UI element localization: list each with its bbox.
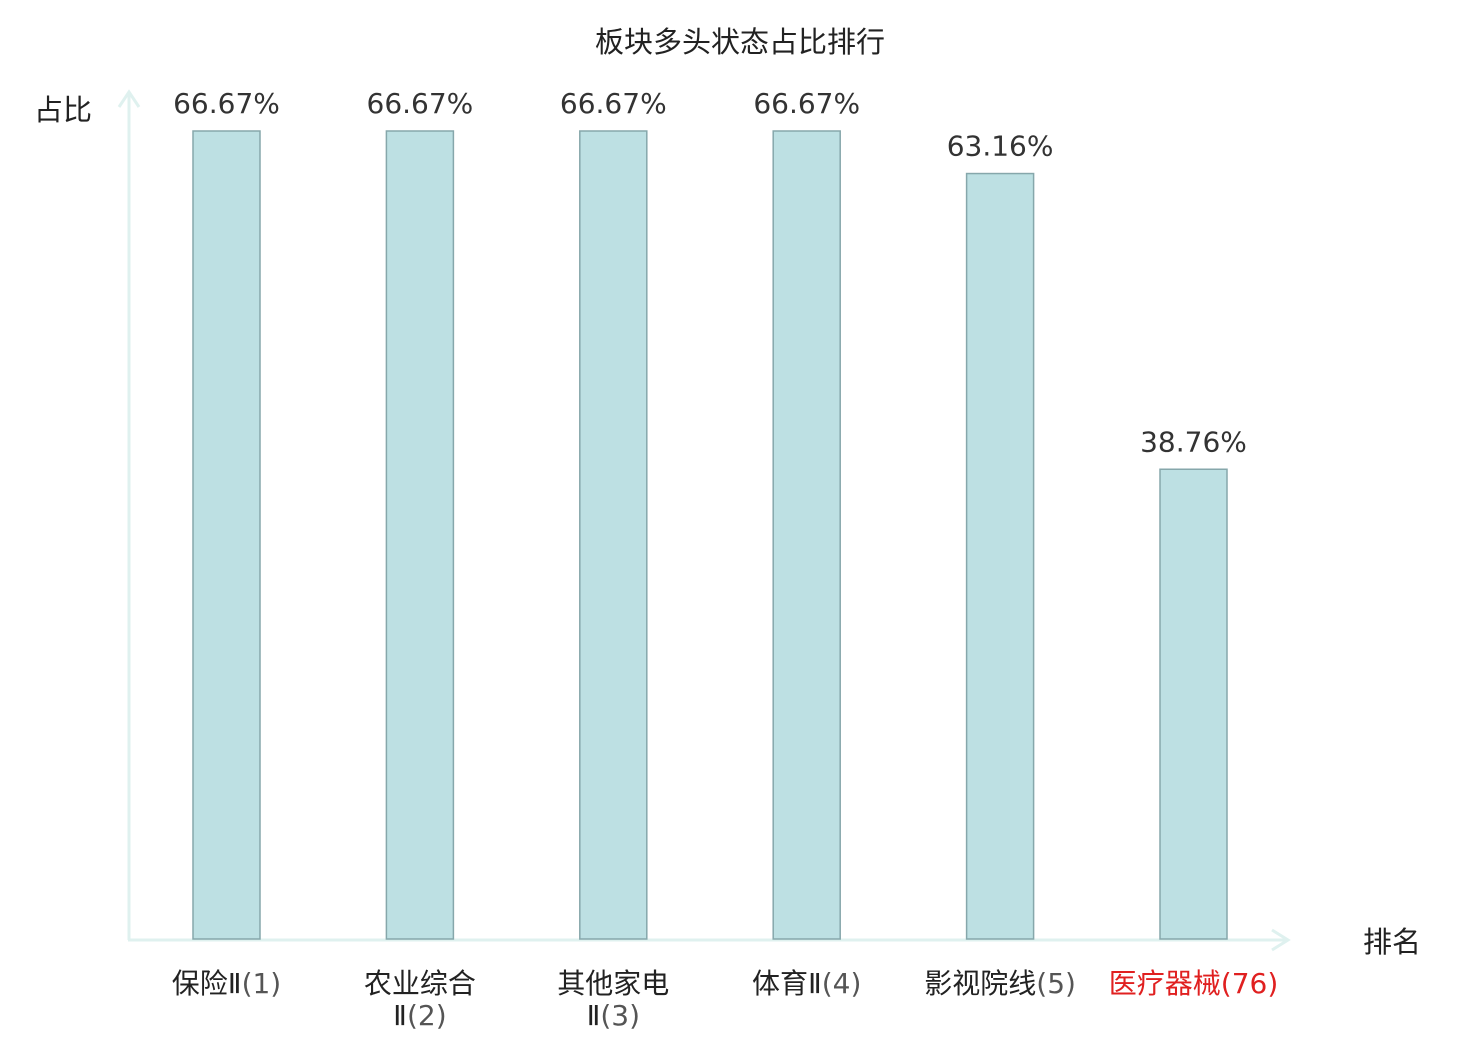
category-name: 体育Ⅱ — [752, 967, 822, 1000]
category-label: 保险Ⅱ(1) — [172, 967, 281, 1000]
category-rank: (76) — [1221, 967, 1278, 1000]
bar — [579, 130, 648, 940]
bars-group — [192, 130, 1228, 940]
value-labels-group: 66.67% 66.67% 66.67% 66.67% 63.16% 38.76% — [173, 87, 1247, 458]
chart-title: 板块多头状态占比排行 — [595, 25, 885, 59]
category-label: Ⅱ(3) — [587, 999, 640, 1032]
category-name: 医疗器械 — [1109, 967, 1221, 1000]
y-axis-arrow — [117, 89, 141, 108]
category-label: 医疗器械(76) — [1109, 967, 1279, 1000]
category-label: Ⅱ(2) — [393, 999, 446, 1032]
axes — [117, 89, 1291, 952]
bar — [385, 130, 455, 940]
bar — [965, 172, 1035, 940]
x-axis-label: 排名 — [1363, 925, 1421, 959]
bar — [772, 130, 841, 940]
category-rank: (5) — [1036, 967, 1076, 1000]
category-rank: (2) — [407, 999, 447, 1032]
category-name: 影视院线 — [924, 967, 1036, 1000]
value-label: 66.67% — [367, 87, 474, 120]
category-rank: (3) — [600, 999, 640, 1032]
category-label: 其他家电 — [557, 967, 669, 1000]
value-label: 66.67% — [753, 87, 860, 120]
category-rank: (1) — [242, 967, 282, 1000]
category-label: 影视院线(5) — [924, 967, 1076, 1000]
category-rank: (4) — [822, 967, 862, 1000]
value-label: 66.67% — [173, 87, 280, 120]
category-name: 农业综合 — [364, 967, 476, 1000]
category-name: Ⅱ — [587, 999, 601, 1032]
category-name: Ⅱ — [393, 999, 407, 1032]
y-axis-label: 占比 — [34, 93, 92, 127]
category-label: 农业综合 — [364, 967, 476, 1000]
category-name: 保险Ⅱ — [172, 967, 242, 1000]
bar — [1159, 468, 1228, 940]
value-label: 38.76% — [1140, 425, 1247, 458]
category-label: 体育Ⅱ(4) — [752, 967, 861, 1000]
value-label: 63.16% — [947, 130, 1054, 163]
x-axis-arrow — [1271, 928, 1291, 952]
category-name: 其他家电 — [557, 967, 669, 1000]
value-label: 66.67% — [560, 87, 667, 120]
bar — [192, 130, 261, 940]
